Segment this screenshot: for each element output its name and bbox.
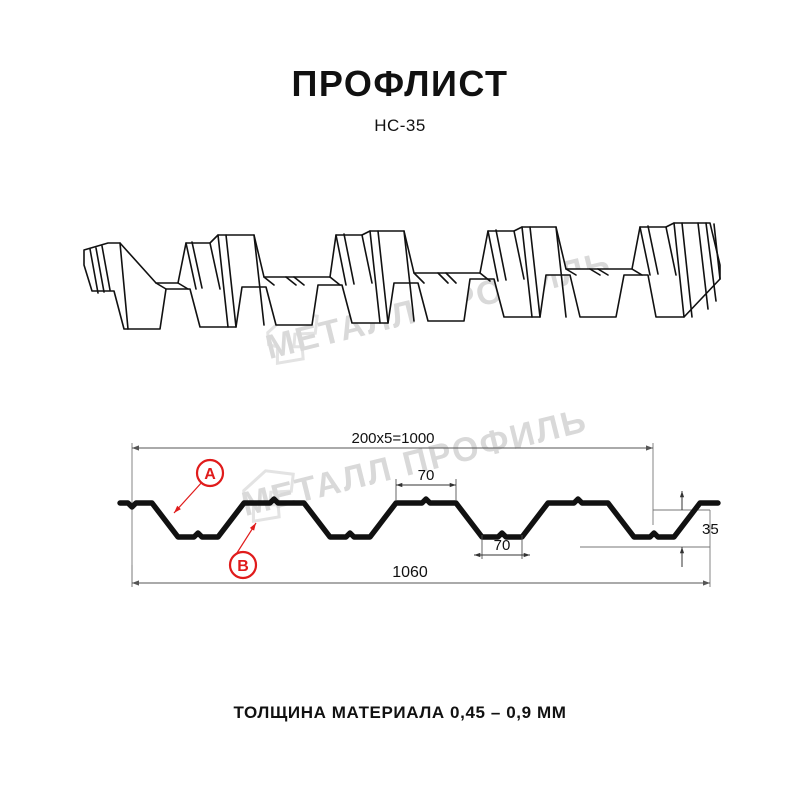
marker-b: B xyxy=(228,522,258,580)
footer-block: ТОЛЩИНА МАТЕРИАЛА 0,45 – 0,9 ММ xyxy=(0,703,800,723)
dimension-pitch: 200x5=1000 xyxy=(132,430,653,451)
dimension-valley-width: 70 xyxy=(474,535,530,559)
dimension-total-width: 1060 xyxy=(132,564,710,586)
dimension-crest-label: 70 xyxy=(418,467,435,484)
isometric-profile-outline xyxy=(83,222,721,330)
dimension-total-label: 1060 xyxy=(392,564,428,581)
material-thickness-text: ТОЛЩИНА МАТЕРИАЛА 0,45 – 0,9 ММ xyxy=(233,703,567,722)
dimension-height-label: 35 xyxy=(702,521,719,538)
dimension-valley-label: 70 xyxy=(494,537,511,554)
extension-lines xyxy=(131,443,711,587)
page-subtitle: НС-35 xyxy=(374,116,426,135)
marker-a: A xyxy=(173,458,225,514)
dimension-crest-width: 70 xyxy=(395,467,457,501)
title-block: ПРОФЛИСТ НС-35 xyxy=(0,66,800,136)
page-title: ПРОФЛИСТ xyxy=(291,63,509,104)
profile-outline xyxy=(117,496,721,540)
section-view: 200x5=1000 70 70 xyxy=(110,415,730,625)
isometric-view xyxy=(78,205,726,355)
marker-a-label: A xyxy=(204,466,216,483)
dimension-height: 35 xyxy=(679,491,719,567)
dimension-pitch-label: 200x5=1000 xyxy=(352,430,435,447)
marker-b-label: B xyxy=(237,558,249,575)
